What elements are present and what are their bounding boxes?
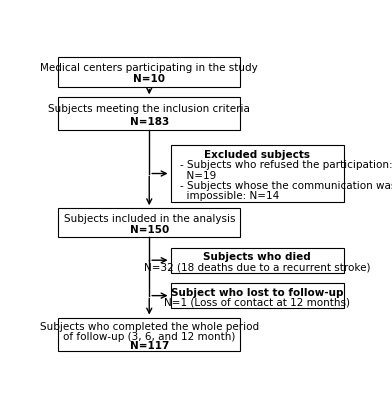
Text: N=10: N=10 xyxy=(133,74,165,84)
Text: Subjects who completed the whole period: Subjects who completed the whole period xyxy=(40,322,259,332)
Text: impossible: N=14: impossible: N=14 xyxy=(180,191,279,201)
Text: - Subjects whose the communication was: - Subjects whose the communication was xyxy=(180,181,392,191)
Text: Excluded subjects: Excluded subjects xyxy=(204,150,310,160)
FancyBboxPatch shape xyxy=(58,97,240,130)
Text: N=183: N=183 xyxy=(130,116,169,126)
FancyBboxPatch shape xyxy=(171,145,344,202)
Text: - Subjects who refused the participation:: - Subjects who refused the participation… xyxy=(180,160,392,170)
Text: Medical centers participating in the study: Medical centers participating in the stu… xyxy=(40,63,258,73)
Text: N=1 (Loss of contact at 12 months): N=1 (Loss of contact at 12 months) xyxy=(164,298,350,308)
Text: N=117: N=117 xyxy=(130,341,169,351)
FancyBboxPatch shape xyxy=(171,248,344,273)
FancyBboxPatch shape xyxy=(58,318,240,351)
FancyBboxPatch shape xyxy=(58,57,240,86)
Text: Subject who lost to follow-up: Subject who lost to follow-up xyxy=(171,288,343,298)
FancyBboxPatch shape xyxy=(171,283,344,308)
Text: N=150: N=150 xyxy=(130,225,169,235)
Text: Subjects who died: Subjects who died xyxy=(203,252,311,262)
Text: N=32 (18 deaths due to a recurrent stroke): N=32 (18 deaths due to a recurrent strok… xyxy=(144,262,370,272)
Text: N=19: N=19 xyxy=(180,170,216,180)
Text: Subjects included in the analysis: Subjects included in the analysis xyxy=(64,214,235,224)
FancyBboxPatch shape xyxy=(58,208,240,238)
Text: Subjects meeting the inclusion criteria: Subjects meeting the inclusion criteria xyxy=(48,104,250,114)
Text: of follow-up (3, 6, and 12 month): of follow-up (3, 6, and 12 month) xyxy=(63,332,236,342)
